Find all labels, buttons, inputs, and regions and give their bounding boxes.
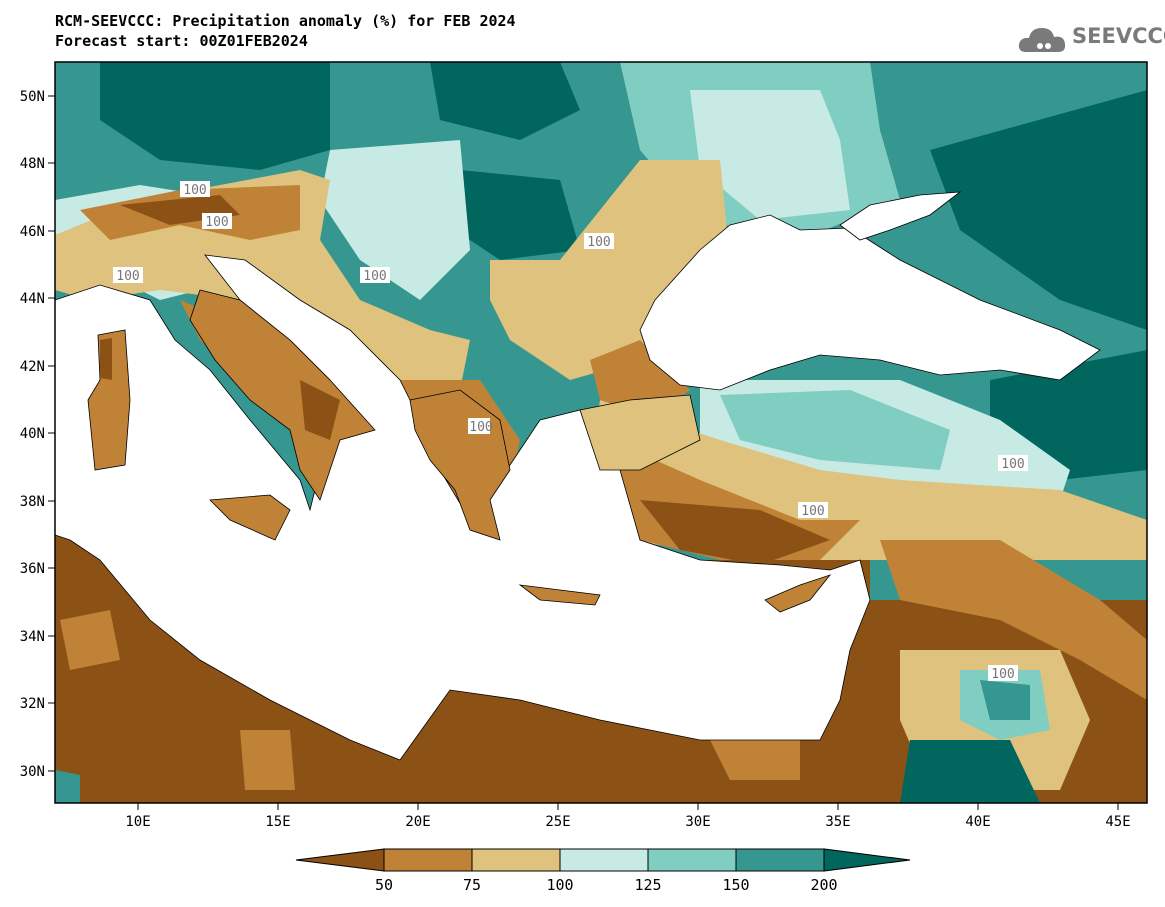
contour-label: 100 [801, 504, 824, 519]
lat-tick-label: 38N [20, 494, 45, 510]
contour-label: 100 [205, 215, 228, 230]
lon-tick-label: 35E [825, 814, 850, 830]
lon-tick-label: 25E [545, 814, 570, 830]
lat-tick-label: 32N [20, 696, 45, 712]
lat-tick-label: 40N [20, 426, 45, 442]
colorbar-left-arrow [295, 848, 385, 872]
sea-mask [55, 191, 1101, 761]
logo-text: SEEVCCC [1072, 24, 1165, 48]
lon-tick-label: 30E [685, 814, 710, 830]
lon-tick-label: 20E [405, 814, 430, 830]
lat-tick-label: 42N [20, 359, 45, 375]
colorbar-segment [735, 848, 825, 872]
cloud-icon [1018, 28, 1066, 52]
colorbar-tick-label: 100 [546, 876, 573, 894]
colorbar-segment [559, 848, 649, 872]
colorbar-tick-label: 50 [375, 876, 393, 894]
seevccc-logo: SEEVCCC [1018, 20, 1165, 60]
lon-labels: 10E 15E 20E 25E 30E 35E 40E 45E [125, 814, 1130, 830]
colorbar-tick-label: 200 [810, 876, 837, 894]
lat-tick-label: 50N [20, 89, 45, 105]
lon-tick-label: 15E [265, 814, 290, 830]
lat-tick-label: 44N [20, 291, 45, 307]
contour-label: 100 [363, 269, 386, 284]
colorbar-segment [647, 848, 737, 872]
lon-tick-label: 45E [1105, 814, 1130, 830]
map-title: RCM-SEEVCCC: Precipitation anomaly (%) f… [55, 12, 516, 30]
colorbar-tick-label: 125 [634, 876, 661, 894]
axis-ticks [48, 95, 1119, 810]
contour-label: 100 [587, 235, 610, 250]
lat-tick-label: 48N [20, 156, 45, 172]
lat-tick-label: 46N [20, 224, 45, 240]
forecast-start-label: Forecast start: 00Z01FEB2024 [55, 32, 308, 50]
contour-label: 100 [183, 183, 206, 198]
colorbar: 50 75 100 125 150 200 [295, 848, 911, 894]
lat-tick-label: 36N [20, 561, 45, 577]
contour-labels: 100 100 100 100 100 100 100 100 100 [113, 181, 1028, 682]
lon-tick-label: 10E [125, 814, 150, 830]
lat-labels: 50N 48N 46N 44N 42N 40N 38N 36N 34N 32N … [20, 89, 45, 780]
lon-tick-label: 40E [965, 814, 990, 830]
colorbar-right-arrow [823, 848, 911, 872]
colorbar-tick-label: 75 [463, 876, 481, 894]
contour-label: 100 [116, 269, 139, 284]
contour-label: 100 [991, 667, 1014, 682]
colorbar-segment [383, 848, 473, 872]
colorbar-tick-label: 150 [722, 876, 749, 894]
lat-tick-label: 30N [20, 764, 45, 780]
contour-label: 100 [469, 420, 492, 435]
contour-label: 100 [1001, 457, 1024, 472]
colorbar-segment [471, 848, 561, 872]
lat-tick-label: 34N [20, 629, 45, 645]
